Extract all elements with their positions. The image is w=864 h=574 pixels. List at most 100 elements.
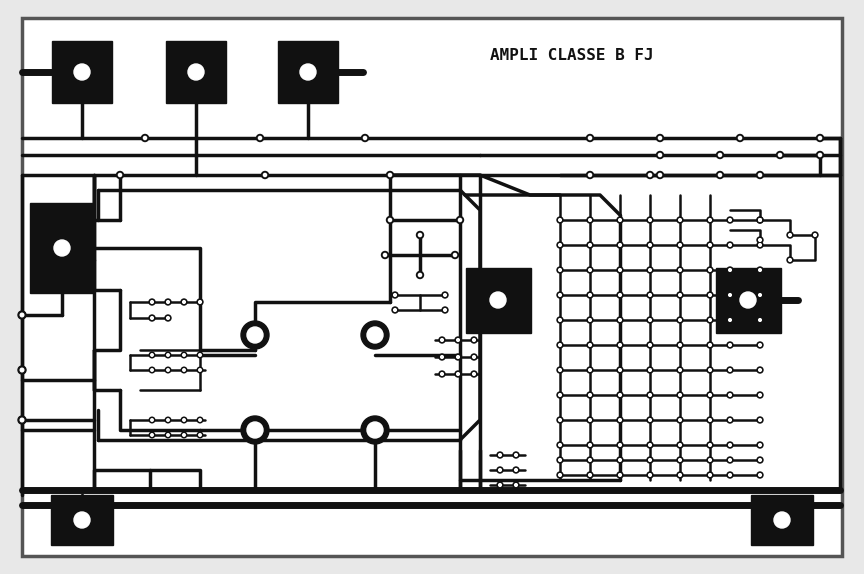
Circle shape: [473, 356, 475, 358]
Circle shape: [757, 442, 763, 448]
Circle shape: [757, 317, 763, 323]
Circle shape: [619, 459, 621, 461]
Circle shape: [619, 219, 621, 222]
Circle shape: [557, 242, 563, 248]
Circle shape: [812, 232, 818, 238]
Circle shape: [183, 354, 185, 356]
Circle shape: [588, 369, 591, 371]
Bar: [30, 203, 94, 293]
Circle shape: [587, 457, 593, 463]
Circle shape: [708, 294, 711, 296]
Circle shape: [707, 267, 713, 273]
Circle shape: [588, 173, 592, 177]
Circle shape: [167, 317, 169, 319]
Circle shape: [197, 367, 203, 373]
Circle shape: [559, 444, 562, 447]
Circle shape: [647, 457, 653, 463]
Circle shape: [442, 292, 448, 298]
Circle shape: [441, 339, 443, 342]
Circle shape: [181, 352, 187, 358]
Circle shape: [149, 367, 155, 373]
Circle shape: [587, 472, 593, 478]
Circle shape: [587, 172, 594, 179]
Circle shape: [587, 217, 593, 223]
Circle shape: [658, 137, 662, 139]
Circle shape: [647, 417, 653, 423]
Bar: [52, 41, 112, 103]
Circle shape: [439, 337, 445, 343]
Circle shape: [149, 432, 155, 438]
Circle shape: [619, 243, 621, 246]
Circle shape: [165, 432, 171, 438]
Circle shape: [619, 319, 621, 321]
Circle shape: [719, 153, 721, 157]
Circle shape: [678, 269, 682, 272]
Circle shape: [678, 369, 682, 371]
Circle shape: [816, 134, 823, 142]
Circle shape: [757, 172, 764, 179]
Circle shape: [677, 342, 683, 348]
Circle shape: [759, 319, 761, 321]
Circle shape: [619, 369, 621, 371]
Circle shape: [759, 173, 761, 177]
Circle shape: [382, 251, 389, 258]
Circle shape: [777, 152, 784, 158]
Circle shape: [559, 418, 562, 421]
Circle shape: [473, 373, 475, 375]
Circle shape: [588, 294, 591, 296]
Circle shape: [455, 354, 461, 360]
Circle shape: [452, 251, 459, 258]
Circle shape: [181, 299, 187, 305]
Circle shape: [513, 482, 519, 488]
Circle shape: [648, 173, 651, 177]
Circle shape: [559, 369, 562, 371]
Circle shape: [587, 417, 593, 423]
Circle shape: [649, 344, 651, 346]
Circle shape: [818, 137, 822, 139]
Circle shape: [649, 269, 651, 272]
Circle shape: [441, 356, 443, 358]
Circle shape: [619, 444, 621, 447]
Circle shape: [197, 417, 203, 423]
Circle shape: [619, 474, 621, 476]
Circle shape: [619, 418, 621, 421]
Circle shape: [649, 369, 651, 371]
Circle shape: [497, 467, 503, 473]
Circle shape: [677, 472, 683, 478]
Circle shape: [392, 307, 398, 313]
Circle shape: [677, 417, 683, 423]
Circle shape: [557, 317, 563, 323]
Circle shape: [649, 444, 651, 447]
Circle shape: [716, 172, 723, 179]
Circle shape: [647, 342, 653, 348]
Circle shape: [364, 137, 366, 139]
Circle shape: [727, 317, 733, 323]
Circle shape: [392, 292, 398, 298]
Circle shape: [619, 269, 621, 272]
Circle shape: [367, 327, 383, 343]
Bar: [751, 495, 813, 545]
Circle shape: [727, 217, 733, 223]
Circle shape: [559, 243, 562, 246]
Circle shape: [499, 484, 501, 486]
Circle shape: [678, 394, 682, 397]
Circle shape: [442, 307, 448, 313]
Circle shape: [719, 173, 721, 177]
Circle shape: [707, 392, 713, 398]
Circle shape: [515, 484, 518, 486]
Bar: [715, 267, 780, 332]
Circle shape: [617, 242, 623, 248]
Circle shape: [708, 269, 711, 272]
Circle shape: [394, 309, 397, 311]
Circle shape: [588, 137, 592, 139]
Circle shape: [182, 301, 186, 303]
Circle shape: [117, 172, 124, 179]
Circle shape: [54, 240, 70, 256]
Circle shape: [678, 444, 682, 447]
Circle shape: [18, 366, 26, 374]
Circle shape: [649, 294, 651, 296]
Circle shape: [759, 344, 761, 346]
Circle shape: [759, 444, 761, 447]
Circle shape: [649, 319, 651, 321]
Circle shape: [394, 294, 397, 296]
